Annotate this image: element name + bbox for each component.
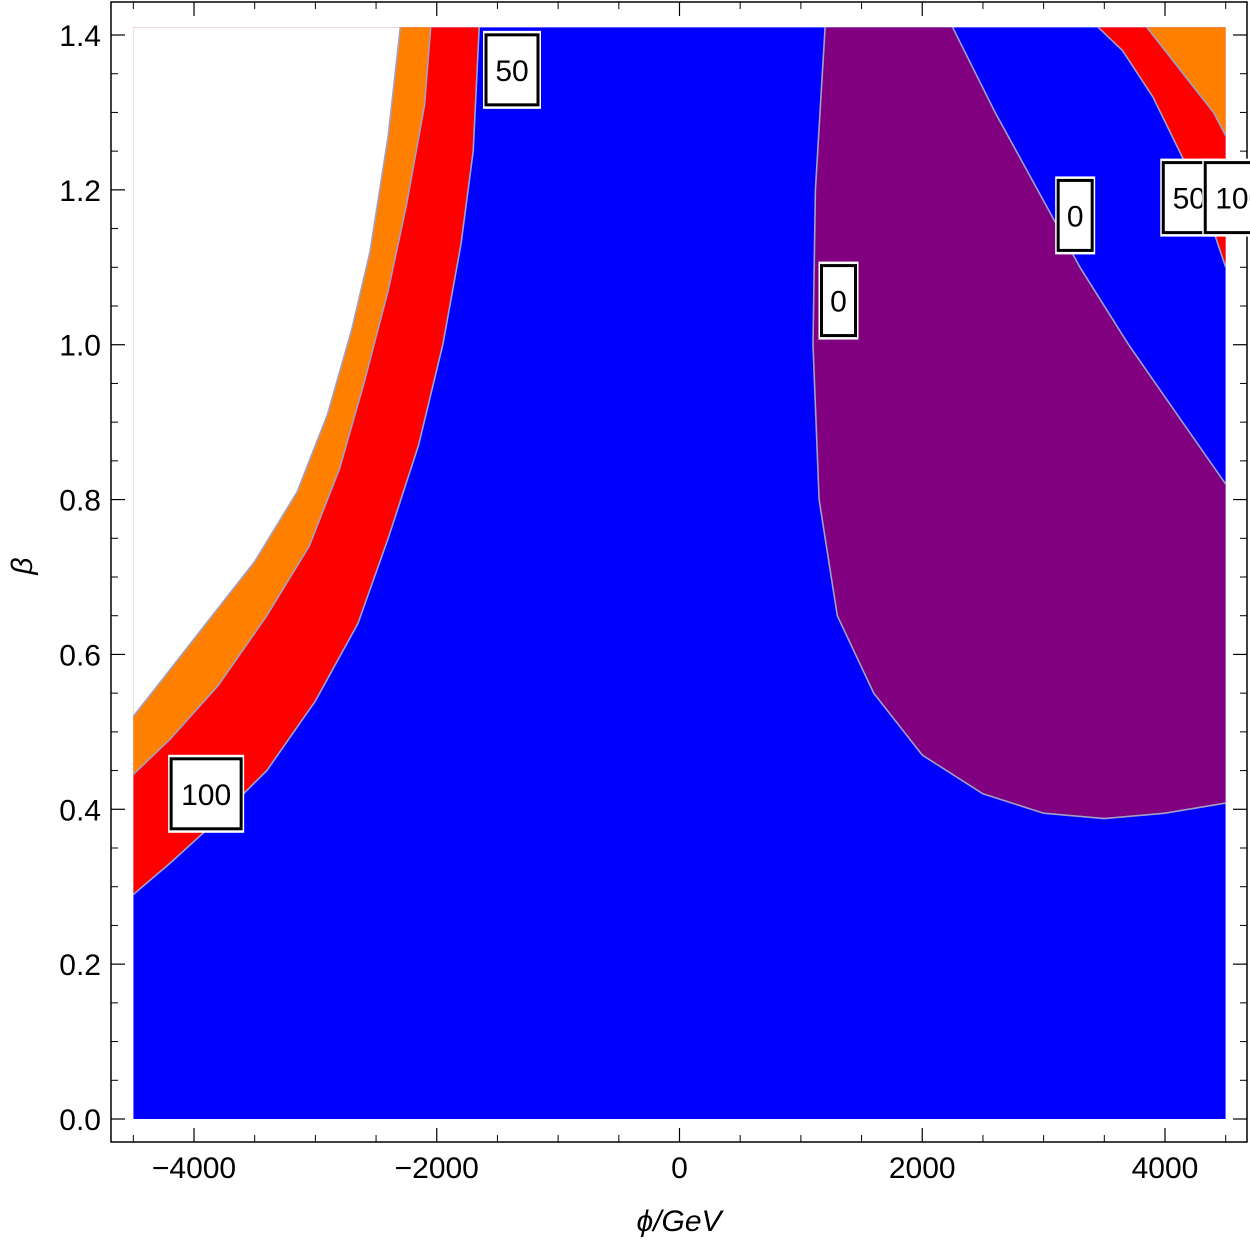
x-tick-label: 4000	[1132, 1152, 1199, 1185]
x-tick-label: 2000	[889, 1152, 956, 1185]
contour-label-box	[1056, 178, 1094, 252]
x-tick-label: −2000	[395, 1152, 479, 1185]
y-tick-label: 0.8	[59, 485, 101, 518]
contour-line-left-100	[133, 27, 402, 717]
region-right-band-50-100	[1146, 27, 1226, 136]
contour-label-text: 100	[181, 779, 231, 812]
contour-labels: 100 50 0 0 50 100	[168, 30, 1250, 833]
x-tick-label: −4000	[152, 1152, 236, 1185]
contour-line-inner-0	[812, 27, 1226, 820]
region-negative	[813, 27, 1226, 819]
y-tick-label: 0.4	[59, 794, 101, 827]
y-tick-label: 0.0	[59, 1104, 101, 1137]
y-axis-label: β	[6, 557, 39, 575]
contour-label: 50	[483, 30, 542, 109]
y-tick-label: 0.2	[59, 949, 101, 982]
y-tick-label: 1.4	[59, 20, 101, 53]
contour-label: 100	[168, 754, 245, 833]
contour-label-text: 50	[495, 55, 528, 88]
axis-ticks: −4000 −2000 0 2000 4000 0.0 0.2 0.4 0.6 0.8 1.0 1.2…	[59, 2, 1247, 1185]
y-tick-label: 1.0	[59, 330, 101, 363]
y-tick-label: 0.6	[59, 639, 101, 672]
contour-label-text: 0	[1067, 200, 1084, 233]
contour-label: 0	[1055, 176, 1096, 255]
contour-label-box	[169, 757, 243, 831]
contour-label-box	[1203, 161, 1250, 235]
y-tick-label: 1.2	[59, 175, 101, 208]
contour-label-box	[820, 264, 858, 338]
contour-label-text: 0	[830, 286, 847, 319]
region-left-above-100	[133, 27, 401, 717]
contour-label-text: 100	[1215, 183, 1250, 216]
contour-label-box	[484, 33, 540, 107]
contour-label: 100	[1202, 158, 1250, 237]
contour-line-upper-right-0	[951, 27, 1226, 485]
contour-label: 0	[818, 261, 859, 340]
contour-line-right-100	[1146, 27, 1226, 137]
contour-regions	[133, 27, 1226, 1119]
contour-line-left-50	[133, 27, 432, 775]
x-axis-label: ϕ/GeV	[636, 1205, 724, 1238]
contour-label-text: 50	[1173, 183, 1206, 216]
x-tick-label: 0	[671, 1152, 688, 1185]
